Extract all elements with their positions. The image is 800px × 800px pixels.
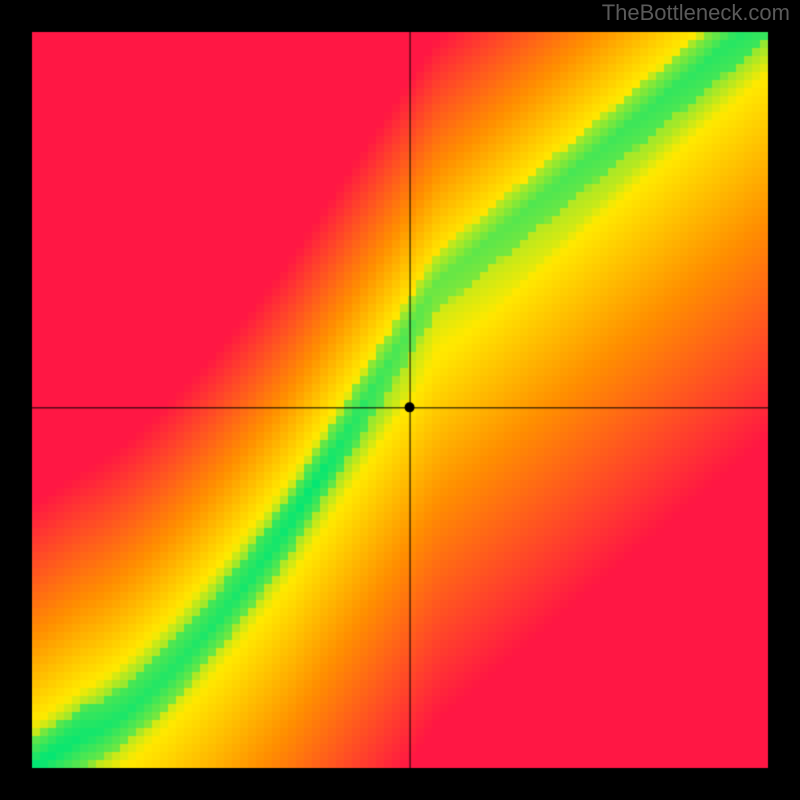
chart-container: TheBottleneck.com — [0, 0, 800, 800]
bottleneck-heatmap — [0, 0, 800, 800]
attribution-label: TheBottleneck.com — [602, 0, 790, 26]
